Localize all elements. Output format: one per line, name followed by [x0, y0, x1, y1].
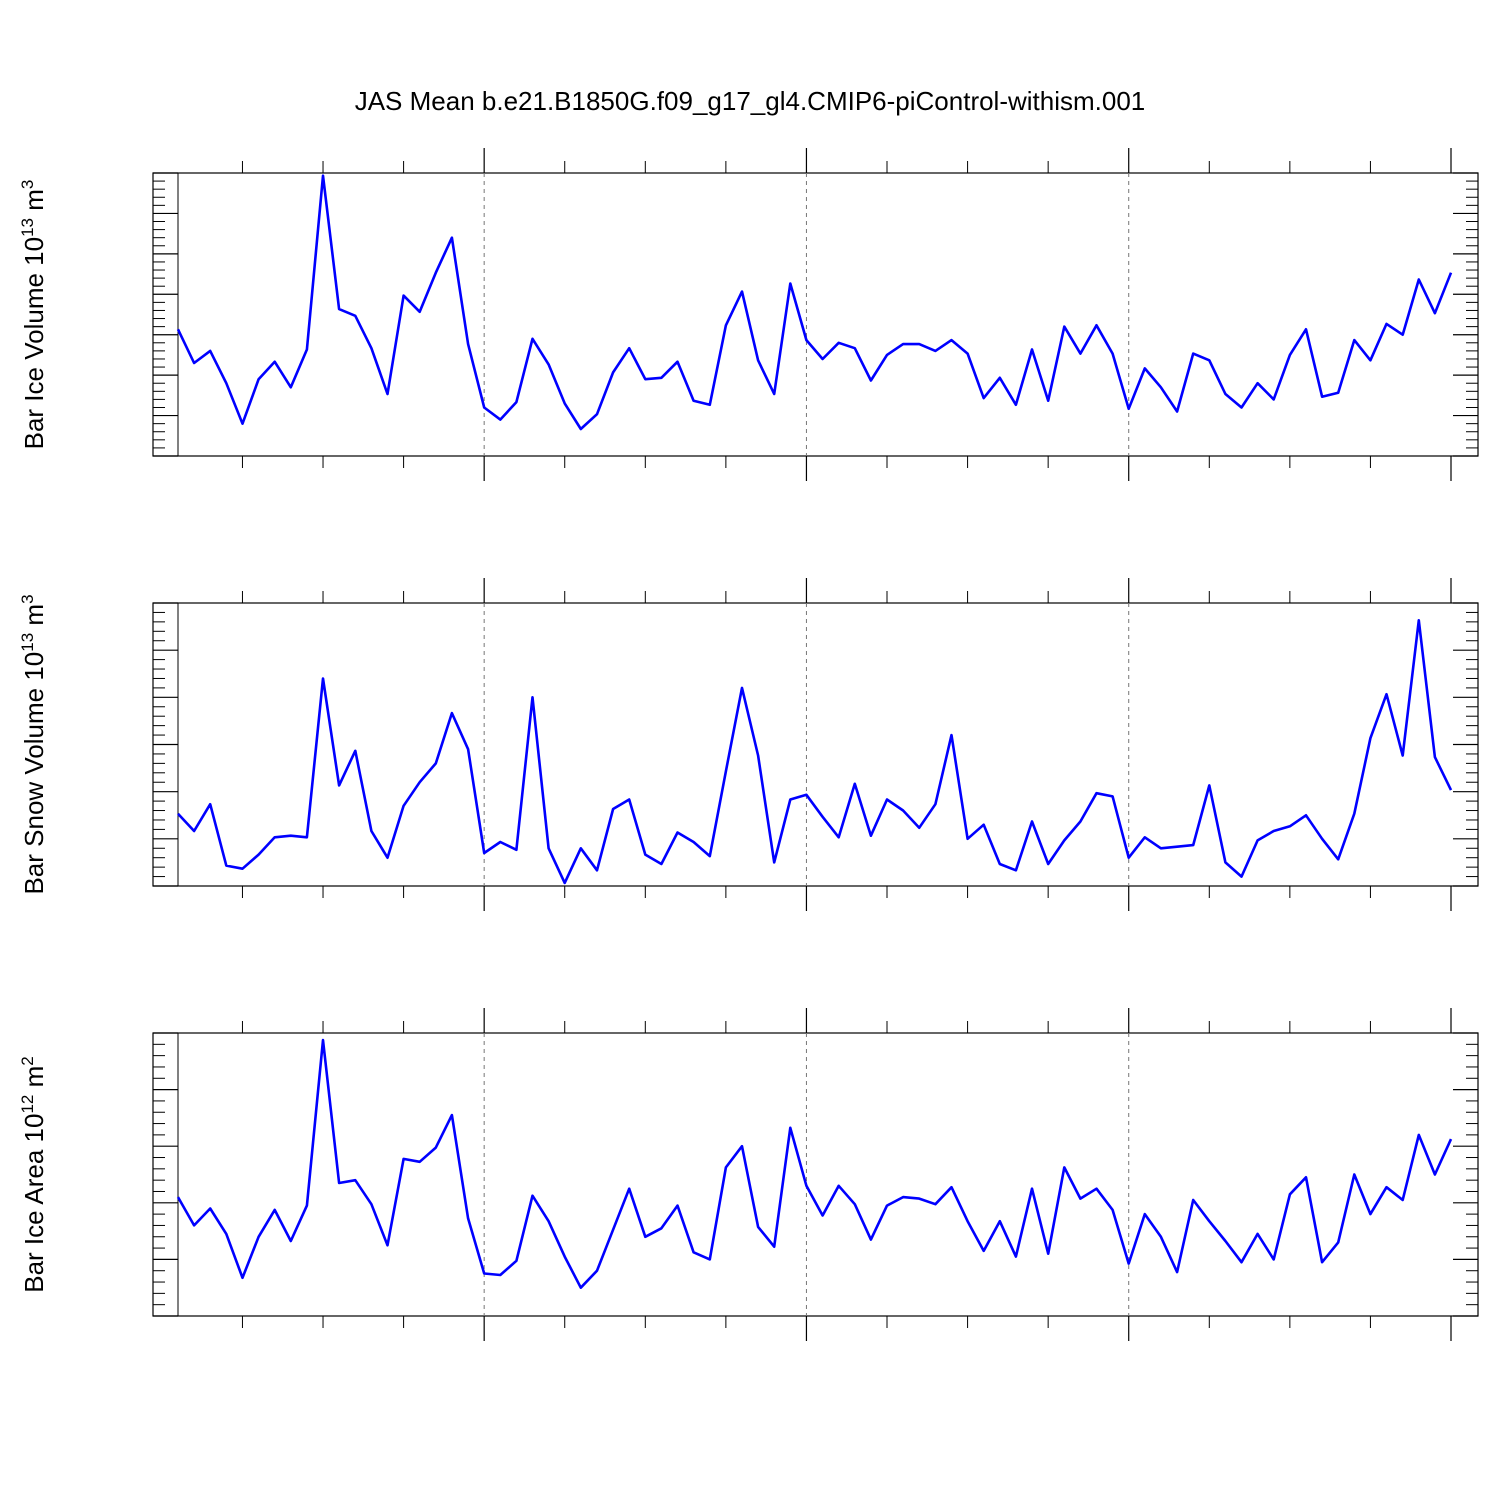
y-axis-label-ylabel: Bar Snow Volume 10 [19, 652, 49, 895]
series-line [176, 174, 1453, 431]
chart-title: JAS Mean b.e21.B1850G.f09_g17_gl4.CMIP6-… [355, 86, 1146, 116]
series-line [177, 618, 1453, 885]
y-axis-label-ylabel-exp: 12 [18, 1095, 37, 1114]
series-line [176, 1038, 1453, 1289]
plot-frame [152, 172, 1479, 457]
y-axis-label-ylabel-unit-exp: 3 [18, 594, 37, 603]
plot-frame [152, 1032, 1479, 1317]
panel-1: Bar Ice Volume 1013 m3 [18, 148, 1479, 481]
y-axis-label-ylabel-unit: m [19, 189, 49, 218]
y-axis-label-ylabel-unit: m [19, 1066, 49, 1095]
plot-frame [152, 602, 1479, 887]
y-axis-label: Bar Ice Area 1012 m2 [18, 1056, 49, 1293]
y-axis-label-ylabel: Bar Ice Volume 10 [19, 237, 49, 449]
panel-3: Bar Ice Area 1012 m2 [18, 1008, 1479, 1341]
y-axis-label-ylabel-unit: m [19, 604, 49, 633]
panel-2: Bar Snow Volume 1013 m3 [18, 578, 1479, 911]
y-axis-label-ylabel: Bar Ice Area 10 [19, 1114, 49, 1293]
y-axis-label-ylabel-unit-exp: 2 [18, 1056, 37, 1065]
y-axis-label-ylabel-exp: 13 [18, 633, 37, 652]
y-axis-label-ylabel-exp: 13 [18, 218, 37, 237]
y-axis-label: Bar Ice Volume 1013 m3 [18, 180, 49, 450]
y-axis-label-ylabel-unit-exp: 3 [18, 180, 37, 189]
y-axis-label: Bar Snow Volume 1013 m3 [18, 594, 49, 894]
